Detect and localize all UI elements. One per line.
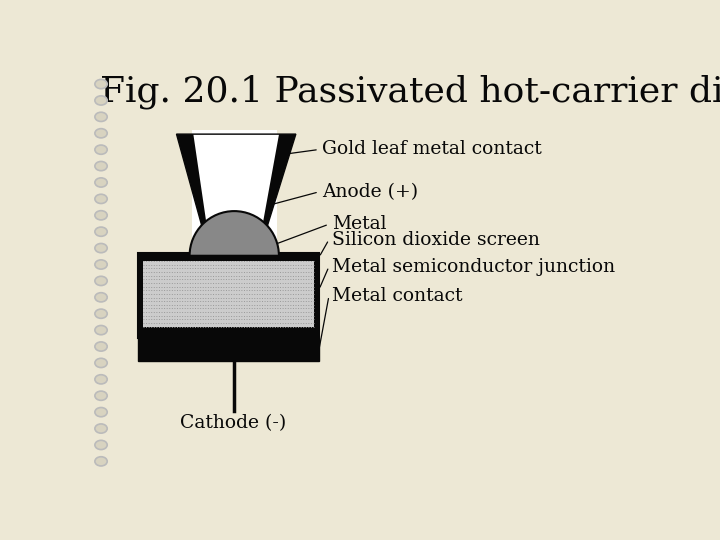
- Text: Cathode (-): Cathode (-): [180, 414, 287, 432]
- Ellipse shape: [95, 276, 107, 286]
- Ellipse shape: [95, 244, 107, 253]
- Ellipse shape: [95, 342, 107, 351]
- Ellipse shape: [95, 359, 107, 368]
- Text: Fig. 20.1 Passivated hot-carrier diode: Fig. 20.1 Passivated hot-carrier diode: [99, 75, 720, 109]
- Text: Gold leaf metal contact: Gold leaf metal contact: [322, 140, 541, 159]
- Ellipse shape: [95, 440, 107, 450]
- Ellipse shape: [95, 178, 107, 187]
- Ellipse shape: [95, 129, 107, 138]
- Ellipse shape: [95, 112, 107, 122]
- Text: Anode (+): Anode (+): [322, 183, 418, 201]
- Text: Metal semiconductor junction: Metal semiconductor junction: [332, 258, 615, 275]
- Text: Silicon dioxide screen: Silicon dioxide screen: [332, 231, 540, 248]
- Bar: [138, 253, 319, 338]
- Text: Metal: Metal: [332, 215, 387, 233]
- Ellipse shape: [95, 326, 107, 335]
- Ellipse shape: [95, 227, 107, 237]
- Ellipse shape: [95, 424, 107, 433]
- Ellipse shape: [95, 293, 107, 302]
- Polygon shape: [176, 134, 296, 246]
- Ellipse shape: [95, 161, 107, 171]
- Ellipse shape: [95, 391, 107, 400]
- Ellipse shape: [95, 260, 107, 269]
- Ellipse shape: [95, 309, 107, 319]
- Ellipse shape: [95, 211, 107, 220]
- Ellipse shape: [95, 194, 107, 204]
- Ellipse shape: [95, 375, 107, 384]
- Bar: [138, 338, 319, 361]
- Ellipse shape: [95, 145, 107, 154]
- Wedge shape: [189, 211, 279, 256]
- Ellipse shape: [95, 96, 107, 105]
- Ellipse shape: [95, 408, 107, 417]
- Polygon shape: [194, 135, 279, 245]
- Text: Metal contact: Metal contact: [332, 287, 462, 305]
- Bar: [192, 130, 276, 253]
- Ellipse shape: [95, 79, 107, 89]
- Ellipse shape: [95, 457, 107, 466]
- Bar: [143, 261, 315, 327]
